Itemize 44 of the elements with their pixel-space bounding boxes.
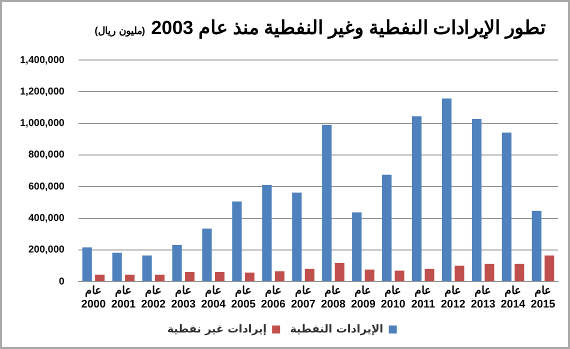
bar (82, 247, 92, 282)
bar (484, 264, 494, 282)
bar (292, 192, 302, 282)
bar (382, 174, 392, 282)
bar (142, 255, 152, 282)
bar (532, 210, 542, 282)
y-tick-label: 800,000 (28, 150, 65, 161)
bar (304, 268, 314, 282)
bar (322, 124, 332, 282)
bar (202, 228, 212, 282)
bar (172, 245, 182, 282)
bar (472, 119, 482, 282)
y-tick-label: 1,400,000 (20, 54, 65, 66)
legend-label: الإيرادات النفطية (290, 322, 384, 336)
y-tick-label: 0 (58, 276, 65, 288)
y-tick-label: 1,000,000 (20, 118, 65, 130)
bar (334, 262, 344, 282)
bar (502, 132, 512, 282)
y-tick-label: 1,200,000 (20, 86, 65, 98)
bar (95, 274, 105, 282)
bar (232, 202, 242, 282)
bar (244, 272, 254, 282)
bar (262, 185, 272, 282)
bar (514, 264, 524, 282)
y-tick-label: 200,000 (28, 244, 65, 256)
bar (274, 271, 284, 282)
chart-title: تطور الإيرادات النفطية وغير النفطية منذ عام 2003 (151, 17, 546, 40)
y-tick-label: 400,000 (28, 213, 65, 224)
bar (454, 266, 464, 282)
bar (442, 98, 452, 282)
legend-label: إيرادات غير نفطية (167, 322, 267, 336)
bar (364, 270, 374, 282)
bar (424, 268, 434, 282)
bar (214, 272, 224, 282)
bar (155, 274, 165, 282)
chart-subtitle: (مليون ريال) (94, 25, 146, 39)
bar (394, 270, 404, 282)
bar (184, 272, 195, 282)
y-tick-label: 600,000 (28, 181, 65, 192)
bar (544, 255, 554, 282)
bar (352, 212, 362, 282)
bar (412, 116, 422, 282)
bar (125, 274, 135, 282)
bar (112, 252, 122, 282)
